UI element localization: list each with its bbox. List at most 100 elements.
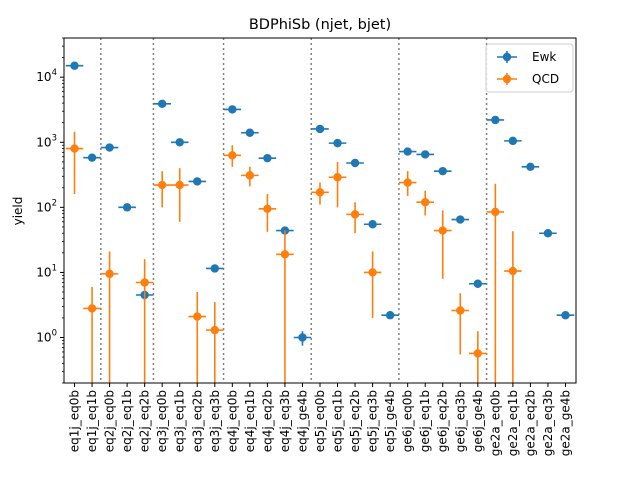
x-tick-label: eq4j_ge4b: [295, 390, 309, 452]
qcd-marker: [473, 349, 483, 358]
qcd-marker: [350, 210, 360, 219]
ewk-marker: [456, 215, 465, 224]
x-tick-label: eq5j_eq3b: [366, 390, 380, 452]
ewk-marker: [508, 136, 518, 146]
qcd-marker: [193, 312, 202, 321]
qcd-point: [276, 230, 294, 383]
ewk-point: [258, 153, 277, 163]
ewk-point: [398, 147, 417, 156]
ewk-point: [118, 203, 136, 212]
ewk-marker: [491, 115, 500, 125]
ewk-marker: [385, 311, 395, 320]
ewk-point: [486, 115, 505, 125]
qcd-point: [188, 292, 207, 383]
x-tick-label: ge2a_eq3b: [541, 390, 555, 456]
x-tick-label: ge2a_ge4b: [558, 390, 572, 456]
qcd-marker: [70, 144, 79, 153]
ewk-marker: [421, 150, 430, 159]
ewk-point: [521, 162, 540, 171]
ewk-point: [556, 311, 575, 320]
ewk-marker: [543, 229, 553, 238]
qcd-marker: [438, 226, 447, 235]
qcd-marker: [105, 269, 114, 279]
y-tick-label: 101: [36, 263, 57, 279]
y-tick-label: 102: [36, 198, 57, 214]
legend-item-qcd: QCD: [497, 72, 559, 86]
qcd-point: [504, 231, 522, 383]
qcd-marker: [508, 266, 518, 276]
x-tick-label: eq3j_eq2b: [190, 390, 204, 452]
qcd-point: [363, 251, 382, 318]
x-tick-label: eq4j_eq3b: [278, 390, 292, 452]
legend-box: [485, 43, 574, 93]
ewk-marker: [70, 61, 79, 70]
x-tick-label: eq5j_eq0b: [313, 390, 327, 452]
ewk-point: [311, 124, 329, 134]
legend-marker: [502, 74, 512, 84]
ewk-point: [346, 158, 364, 168]
qcd-point: [433, 210, 452, 279]
ewk-marker: [263, 153, 272, 163]
ewk-point: [451, 215, 470, 224]
ewk-marker: [157, 99, 167, 108]
legend-label: QCD: [532, 72, 559, 86]
legend-item-ewk: Ewk: [497, 50, 556, 64]
qcd-marker: [140, 278, 149, 287]
ewk-marker: [473, 279, 483, 288]
qcd-point: [416, 190, 434, 216]
qcd-point: [328, 161, 347, 208]
x-tick-label: ge2a_eq1b: [506, 390, 520, 456]
axes: 100 101 102 103 104 eq1j_eq0b eq1j_eq1b eq2j_eq…: [36, 37, 577, 456]
ewk-point: [170, 138, 189, 147]
ewk-point: [293, 331, 312, 346]
x-tick-label: ge2a_eq2b: [523, 390, 537, 456]
qcd-marker: [175, 180, 184, 190]
qcd-point: [311, 182, 329, 205]
x-tick-label: eq3j_eq1b: [173, 390, 187, 452]
ewk-point: [504, 136, 522, 146]
qcd-point: [469, 331, 487, 383]
ewk-marker: [245, 128, 255, 137]
qcd-point: [486, 183, 505, 383]
x-tick-label: ge6j_ge4b: [471, 390, 485, 452]
legend-marker: [502, 52, 512, 62]
ewk-point: [83, 153, 101, 162]
qcd-marker: [245, 171, 255, 180]
qcd-marker: [228, 151, 237, 160]
ewk-marker: [350, 158, 360, 168]
y-tick-label: 100: [36, 329, 57, 345]
ewk-marker: [561, 311, 570, 320]
qcd-point: [223, 145, 242, 167]
ewk-marker: [403, 147, 412, 156]
qcd-marker: [157, 180, 167, 190]
x-tick-label: eq3j_eq0b: [155, 390, 169, 452]
y-tick-label: 103: [36, 133, 57, 149]
x-tick-label: ge6j_eq2b: [436, 390, 450, 452]
x-tick-label: eq5j_eq1b: [331, 390, 345, 452]
ewk-point: [469, 279, 487, 288]
chart-title: BDPhiSb (njet, bjet): [249, 17, 391, 33]
ewk-marker: [87, 153, 97, 162]
qcd-point: [398, 171, 417, 196]
x-tick-label: eq5j_ge4b: [383, 390, 397, 452]
qcd-marker: [368, 268, 377, 277]
x-tick-label: eq4j_eq2b: [260, 390, 274, 452]
qcd-marker: [421, 197, 430, 207]
qcd-point: [258, 194, 277, 232]
ewk-marker: [438, 166, 447, 176]
ewk-point: [539, 229, 557, 238]
ewk-point: [206, 264, 224, 273]
qcd-marker: [210, 325, 219, 335]
qcd-marker: [280, 250, 290, 259]
legend: Ewk QCD: [485, 43, 574, 93]
x-tick-label: eq5j_eq2b: [348, 390, 362, 452]
ewk-point: [153, 99, 171, 108]
x-tick-label: eq2j_eq2b: [138, 390, 152, 452]
ewk-marker: [526, 162, 535, 171]
ewk-marker: [105, 143, 114, 152]
series-ewk: [65, 61, 575, 346]
x-tick-label: ge6j_eq3b: [453, 390, 467, 452]
ewk-marker: [298, 333, 307, 342]
y-axis-label: yield: [11, 197, 25, 226]
legend-label: Ewk: [532, 50, 556, 64]
